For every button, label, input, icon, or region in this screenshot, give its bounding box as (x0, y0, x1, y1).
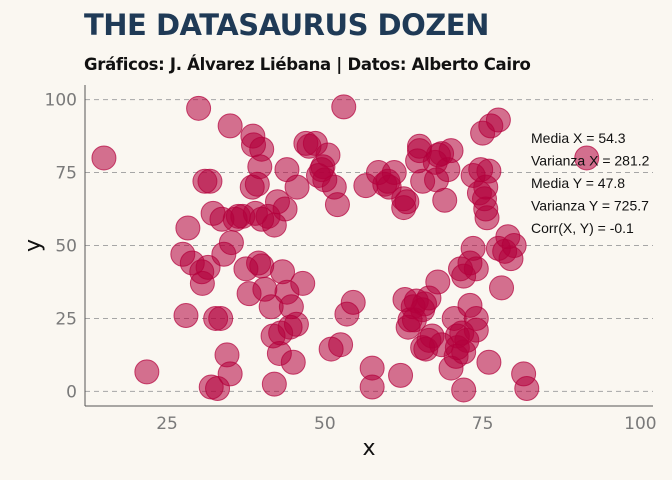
data-point (280, 349, 306, 375)
x-axis-title: x (362, 436, 375, 461)
x-tick-label: 50 (314, 414, 336, 434)
data-point (217, 113, 243, 139)
data-point (283, 311, 309, 337)
data-point (328, 332, 354, 358)
data-point (134, 359, 160, 385)
data-point (485, 107, 511, 133)
y-tick-label: 25 (55, 309, 77, 329)
data-point (476, 349, 502, 375)
y-tick-label: 50 (55, 237, 77, 257)
data-point (290, 270, 316, 296)
data-point (514, 375, 540, 401)
data-point (272, 196, 298, 222)
y-axis-title: y (21, 239, 46, 252)
y-tick-label: 75 (55, 164, 77, 184)
x-tick-label: 75 (472, 414, 494, 434)
y-tick-label: 0 (66, 382, 77, 402)
data-point (261, 371, 287, 397)
stat-line: Corr(X, Y) = -0.1 (531, 220, 634, 236)
axes (84, 85, 653, 407)
y-tick-label: 100 (45, 91, 77, 111)
data-point (91, 145, 117, 171)
chart-title: THE DATASAURUS DOZEN (84, 8, 489, 42)
data-point (208, 305, 234, 331)
data-point (284, 174, 310, 200)
data-points (91, 94, 600, 403)
data-point (574, 145, 600, 171)
data-point (388, 362, 414, 388)
stat-line: Varianza Y = 725.7 (531, 198, 649, 214)
x-tick-labels: 25 50 75 100 (156, 414, 656, 434)
data-point (425, 269, 451, 295)
data-point (438, 138, 464, 164)
data-point (249, 136, 275, 162)
data-point (451, 377, 477, 403)
data-point (249, 253, 275, 279)
data-point (218, 230, 244, 256)
data-point (331, 94, 357, 120)
data-point (186, 95, 212, 121)
stat-line: Media X = 54.3 (531, 130, 626, 146)
chart-subtitle: Gráficos: J. Álvarez Liébana | Datos: Al… (84, 55, 531, 74)
data-point (315, 142, 341, 168)
data-point (501, 233, 527, 258)
data-point (173, 303, 199, 329)
data-point (432, 187, 458, 213)
stat-line: Media Y = 47.8 (531, 175, 625, 191)
x-tick-label: 25 (156, 414, 178, 434)
data-point (217, 361, 243, 387)
data-point (340, 289, 366, 315)
statistics-annotation: Media X = 54.3 Varianza X = 281.2 Media Y … (531, 130, 650, 236)
data-point (197, 168, 223, 194)
data-point (489, 275, 515, 301)
data-point (381, 160, 407, 186)
x-tick-label: 100 (624, 414, 656, 434)
data-point (359, 374, 385, 400)
y-tick-labels: 0 25 50 75 100 (45, 91, 77, 403)
data-point (463, 256, 489, 282)
data-point (476, 158, 502, 184)
data-point (324, 192, 350, 218)
data-point (175, 215, 201, 241)
data-point (463, 317, 489, 343)
data-point (474, 205, 500, 231)
stat-line: Varianza X = 281.2 (531, 153, 650, 169)
data-point (394, 189, 420, 215)
